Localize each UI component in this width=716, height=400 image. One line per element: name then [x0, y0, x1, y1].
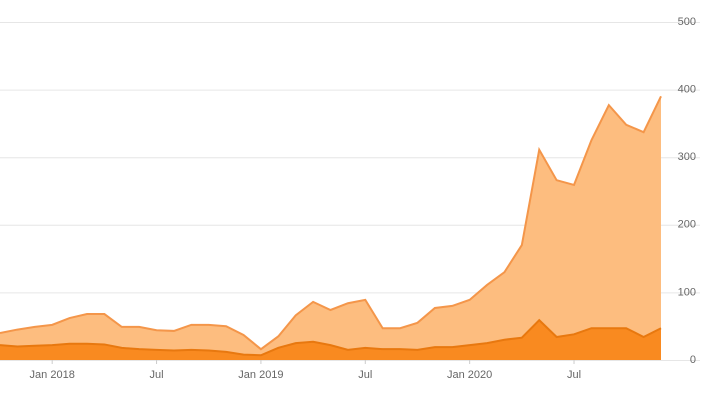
y-tick-label: 400: [678, 84, 696, 96]
x-tick-label: Jul: [358, 369, 372, 381]
area-fill: [0, 96, 661, 361]
area-fill: [0, 320, 661, 360]
y-tick-label: 200: [678, 219, 696, 231]
x-tick-label: Jan 2018: [30, 369, 75, 381]
y-tick-label: 0: [690, 354, 696, 366]
x-tick-label: Jan 2019: [238, 369, 283, 381]
y-tick-label: 300: [678, 151, 696, 163]
area-line: [0, 318, 662, 357]
x-tick-label: Jul: [150, 369, 164, 381]
y-tick-label: 500: [678, 16, 696, 28]
y-tick-label: 100: [678, 286, 696, 298]
x-tick-label: Jul: [567, 369, 581, 381]
x-tick-label: Jan 2020: [447, 369, 492, 381]
area-line: [0, 95, 662, 351]
